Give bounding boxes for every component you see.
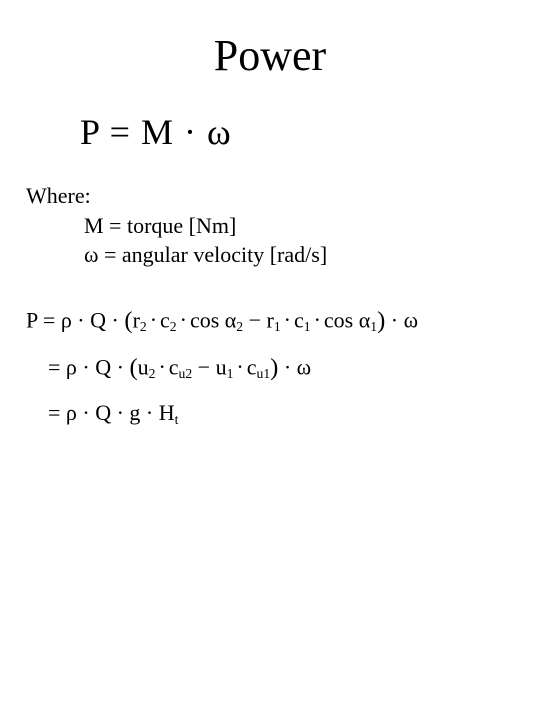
- line1-prefix: P = ρ · Q ·: [26, 307, 124, 332]
- l1-r1: r: [267, 307, 274, 332]
- lparen-icon: (: [129, 354, 137, 381]
- page-title: Power: [20, 30, 520, 81]
- derivation-line-2: = ρ · Q · (u2·cu2 − u1·cu1) · ω: [26, 345, 520, 392]
- where-item-omega: ω = angular velocity [rad/s]: [84, 240, 520, 270]
- l2-cu1: c: [247, 354, 257, 379]
- where-block: Where: M = torque [Nm] ω = angular veloc…: [26, 181, 520, 270]
- l1-cosa1: cos α: [324, 307, 370, 332]
- lparen-icon: (: [124, 307, 132, 334]
- l2-u2: u: [138, 354, 149, 379]
- l1-r2-sub: 2: [140, 319, 147, 334]
- dot-icon: ·: [147, 307, 160, 332]
- l3-Ht-sub: t: [175, 412, 179, 427]
- minus-icon: −: [192, 354, 215, 379]
- slide-page: Power P = M · ω Where: M = torque [Nm] ω…: [0, 0, 540, 720]
- line3-prefix: = ρ · Q · g · H: [48, 400, 175, 425]
- l1-r2: r: [133, 307, 140, 332]
- l1-c2: c: [160, 307, 170, 332]
- l2-cu2: c: [169, 354, 179, 379]
- l1-suffix: · ω: [385, 307, 418, 332]
- l2-cu1-sub: u1: [257, 366, 271, 381]
- dot-icon: ·: [177, 307, 190, 332]
- dot-icon: ·: [155, 354, 168, 379]
- l2-u1: u: [216, 354, 227, 379]
- where-item-torque: M = torque [Nm]: [84, 211, 520, 241]
- derivation-block: P = ρ · Q · (r2·c2·cos α2 − r1·c1·cos α1…: [26, 298, 520, 433]
- where-label: Where:: [26, 181, 520, 211]
- l1-c1-sub: 1: [304, 319, 311, 334]
- l2-cu2-sub: u2: [179, 366, 193, 381]
- l1-r1-sub: 1: [274, 319, 281, 334]
- dot-icon: ·: [233, 354, 246, 379]
- main-equation: P = M · ω: [80, 111, 520, 153]
- derivation-line-3: = ρ · Q · g · Ht: [26, 392, 520, 434]
- minus-icon: −: [243, 307, 266, 332]
- line2-prefix: = ρ · Q ·: [48, 354, 129, 379]
- l1-c2-sub: 2: [170, 319, 177, 334]
- l2-suffix: · ω: [278, 354, 311, 379]
- dot-icon: ·: [311, 307, 324, 332]
- derivation-line-1: P = ρ · Q · (r2·c2·cos α2 − r1·c1·cos α1…: [26, 298, 520, 345]
- dot-icon: ·: [281, 307, 294, 332]
- l1-c1: c: [294, 307, 304, 332]
- l1-cosa2: cos α: [190, 307, 236, 332]
